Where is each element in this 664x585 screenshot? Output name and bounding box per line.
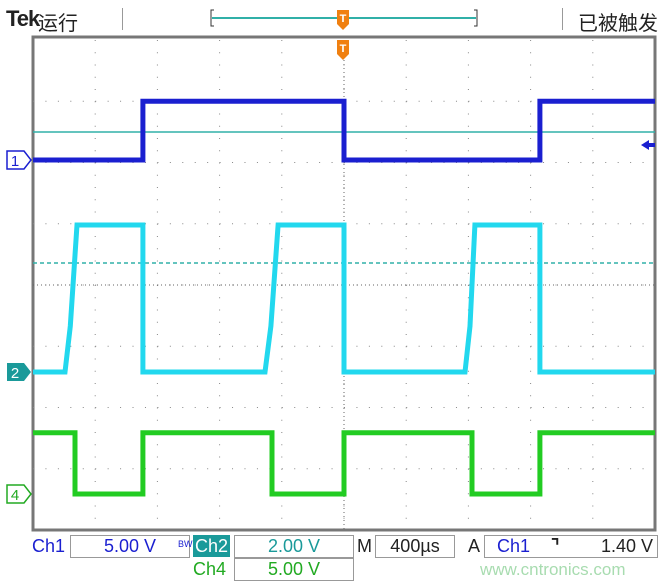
ch4-scale[interactable]: 5.00 V: [234, 558, 354, 581]
trigger-level-arrow-icon: [641, 140, 655, 150]
ch1-scale[interactable]: 5.00 V: [70, 535, 190, 558]
trigger-state: 已被触发: [578, 13, 658, 35]
ch2-scale[interactable]: 2.00 V: [234, 535, 354, 558]
ch2-label[interactable]: Ch2: [193, 535, 231, 557]
ch1-waveform: [33, 98, 655, 163]
ch1-label[interactable]: Ch1: [32, 536, 66, 556]
acquisition-label: A: [468, 536, 481, 556]
timebase-value[interactable]: 400µs: [375, 535, 455, 558]
divider: [122, 8, 123, 30]
ch4-ground-marker[interactable]: 4: [6, 484, 32, 504]
trigger-marker-icon: [337, 40, 349, 60]
ch4-waveform: [33, 430, 655, 497]
brand-logo: Tek: [6, 6, 40, 31]
trigger-readout[interactable]: Ch1 ⌝ 1.40 V: [484, 535, 658, 558]
ch2-ground-marker[interactable]: 2: [7, 363, 31, 382]
timebase-label: M: [357, 536, 372, 556]
ch2-waveform: [33, 222, 655, 375]
trigger-marker-top-icon: [337, 10, 349, 30]
ch2-marker-label: 2: [11, 365, 19, 382]
trigger-source: Ch1: [497, 536, 531, 556]
ch1-ground-marker[interactable]: 1: [6, 150, 32, 170]
trigger-level: 1.40 V: [600, 536, 653, 556]
ch4-marker-label: 4: [11, 487, 19, 504]
ch1-marker-label: 1: [11, 153, 19, 170]
bandwidth-limit-indicator: BW: [178, 539, 193, 549]
watermark: www.cntronics.com: [480, 560, 626, 579]
ch4-label[interactable]: Ch4: [193, 559, 227, 579]
run-state: 运行: [38, 13, 78, 35]
falling-edge-icon: ⌝: [551, 536, 560, 556]
trigger-marker-top-label: T: [340, 13, 347, 25]
trigger-marker-label: T: [340, 43, 347, 55]
trigger-position-marker: T T: [337, 10, 349, 60]
divider: [562, 8, 563, 30]
